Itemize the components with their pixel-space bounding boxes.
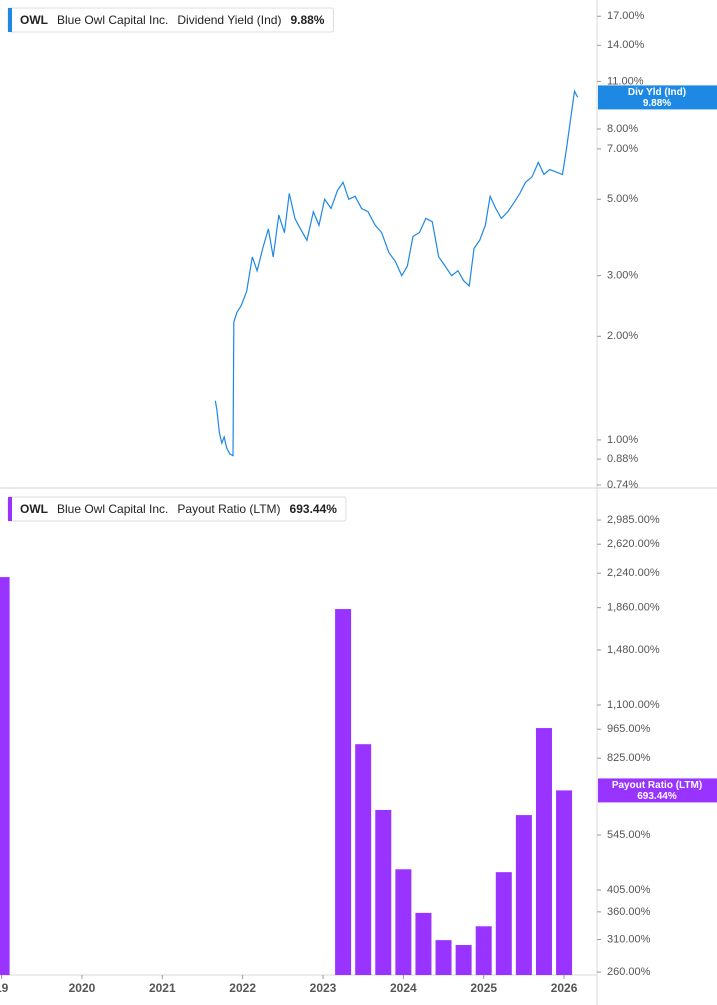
value-flag-value: 693.44% (637, 791, 677, 802)
legend-ticker: OWL (20, 502, 48, 516)
y-tick-label: 7.00% (607, 143, 638, 155)
y-tick-label: 545.00% (607, 829, 651, 841)
legend: OWL Blue Owl Capital Inc. Dividend Yield (… (7, 7, 334, 33)
bar (515, 815, 532, 975)
legend-value: 9.88% (290, 13, 324, 27)
y-tick-label: 3.00% (607, 270, 638, 282)
bar (335, 609, 352, 975)
legend-value: 693.44% (290, 502, 338, 516)
value-flag (598, 778, 717, 803)
y-tick-label: 965.00% (607, 723, 651, 735)
bar (556, 790, 573, 975)
legend-swatch (8, 8, 12, 32)
y-tick-label: 0.74% (607, 479, 638, 491)
y-tick-label: 1.00% (607, 434, 638, 446)
y-tick-label: 2,620.00% (607, 538, 660, 550)
x-tick-label: 19 (0, 981, 9, 995)
data-line (214, 89, 579, 457)
x-tick-label: 2026 (551, 981, 578, 995)
bar (355, 744, 372, 975)
legend-company: Blue Owl Capital Inc. (57, 13, 168, 27)
bar (455, 945, 472, 975)
legend-series-name: Dividend Yield (Ind) (177, 13, 281, 27)
y-tick-label: 360.00% (607, 906, 651, 918)
y-tick-label: 2,985.00% (607, 514, 660, 526)
value-flag-value: 9.88% (643, 98, 671, 109)
y-tick-label: 1,860.00% (607, 602, 660, 614)
y-tick-label: 14.00% (607, 39, 645, 51)
y-tick-label: 11.00% (607, 75, 644, 87)
value-flag-name: Payout Ratio (LTM) (612, 780, 702, 791)
y-tick-label: 2,240.00% (607, 567, 660, 579)
bar (395, 869, 412, 975)
value-flag-name: Div Yld (Ind) (628, 87, 686, 98)
bar (415, 912, 432, 975)
x-tick-label: 2021 (149, 981, 176, 995)
legend-series-name: Payout Ratio (LTM) (177, 502, 280, 516)
legend-swatch (8, 497, 12, 521)
x-tick-label: 2020 (69, 981, 96, 995)
x-tick-label: 2025 (470, 981, 497, 995)
x-tick-label: 2022 (229, 981, 256, 995)
x-tick-label: 2024 (390, 981, 417, 995)
legend-ticker: OWL (20, 13, 48, 27)
bar (535, 728, 552, 975)
legend: OWL Blue Owl Capital Inc. Payout Ratio (LT… (7, 496, 347, 522)
y-tick-label: 8.00% (607, 123, 638, 135)
y-tick-label: 405.00% (607, 884, 651, 896)
y-tick-label: 5.00% (607, 193, 638, 205)
bar (0, 577, 10, 975)
y-tick-label: 1,480.00% (607, 644, 660, 656)
plot-area (214, 89, 579, 457)
y-tick-label: 2.00% (607, 330, 638, 342)
y-tick-label: 17.00% (607, 10, 645, 22)
y-tick-label: 310.00% (607, 933, 651, 945)
y-tick-label: 1,100.00% (607, 699, 660, 711)
bar (495, 872, 512, 975)
y-tick-label: 825.00% (607, 752, 651, 764)
bar (435, 940, 452, 975)
bar (475, 926, 492, 975)
plot-area (0, 577, 573, 975)
legend-company: Blue Owl Capital Inc. (57, 502, 168, 516)
value-flag (598, 85, 717, 110)
bar (375, 809, 392, 975)
y-tick-label: 0.88% (607, 453, 638, 465)
y-tick-label: 260.00% (607, 966, 651, 978)
x-tick-label: 2023 (310, 981, 337, 995)
